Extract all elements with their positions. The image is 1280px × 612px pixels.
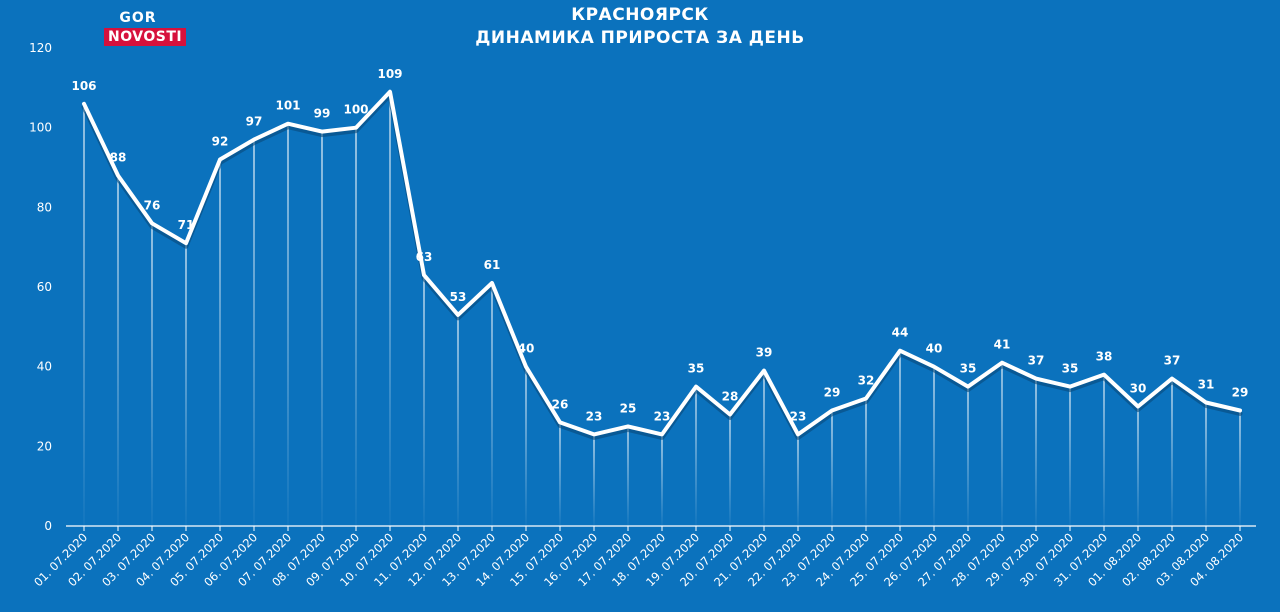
drop-line	[1137, 406, 1139, 526]
data-label: 30	[1130, 382, 1147, 396]
chart-title-line2: ДИНАМИКА ПРИРОСТА ЗА ДЕНЬ	[475, 28, 805, 48]
drop-line	[423, 275, 425, 526]
data-label: 23	[586, 409, 603, 423]
drop-line	[355, 127, 357, 527]
data-label: 100	[343, 103, 368, 117]
series-line-shadow	[81, 92, 1243, 440]
data-label: 44	[892, 326, 909, 340]
drop-line	[1103, 374, 1105, 526]
drop-line	[219, 159, 221, 527]
y-tick-label: 20	[37, 439, 52, 453]
drop-line	[83, 103, 85, 527]
data-label: 97	[246, 115, 263, 129]
y-tick-label: 120	[29, 41, 52, 55]
drop-line	[287, 123, 289, 526]
drop-line	[593, 434, 595, 526]
data-label: 106	[71, 79, 96, 93]
drop-line	[525, 366, 527, 526]
drop-line	[933, 366, 935, 526]
drop-line	[661, 434, 663, 526]
drop-line	[321, 131, 323, 526]
data-label: 40	[518, 342, 535, 356]
y-tick-label: 100	[29, 121, 52, 135]
data-label: 92	[212, 135, 229, 149]
data-label: 99	[314, 107, 331, 121]
drop-line	[831, 410, 833, 526]
drop-line	[457, 314, 459, 526]
data-label: 37	[1028, 354, 1045, 368]
logo-top-text: GOR	[119, 10, 157, 26]
drop-line	[1069, 386, 1071, 526]
data-label: 63	[416, 250, 433, 264]
data-label: 71	[178, 218, 195, 232]
y-axis: 0 20 40 60 80 100 120	[29, 41, 52, 533]
series-line-path	[82, 89, 1242, 437]
drop-line	[151, 223, 153, 526]
data-label: 76	[144, 198, 161, 212]
y-tick-label: 60	[37, 280, 52, 294]
drop-line	[729, 414, 731, 526]
data-labels: 106 88 76 71 92 97 101 99 100 109 63 53 61 40 26 23 25 23…	[71, 67, 1248, 424]
y-tick-label: 0	[44, 519, 52, 533]
drop-line	[627, 426, 629, 526]
drop-line	[865, 398, 867, 526]
data-label: 40	[926, 342, 943, 356]
data-label: 61	[484, 258, 501, 272]
data-label: 26	[552, 397, 569, 411]
drop-line	[1205, 402, 1207, 526]
data-label: 109	[377, 67, 402, 81]
drop-line	[117, 175, 119, 526]
data-label: 23	[790, 409, 807, 423]
data-label: 35	[1062, 362, 1079, 376]
data-label: 31	[1198, 378, 1215, 392]
data-label: 38	[1096, 350, 1113, 364]
drop-lines	[83, 91, 1241, 527]
chart-title-line1: КРАСНОЯРСК	[571, 5, 709, 25]
data-label: 101	[275, 99, 300, 113]
data-label: 35	[960, 362, 977, 376]
series-line	[81, 89, 1243, 440]
drop-line	[491, 283, 493, 526]
data-label: 29	[824, 385, 841, 399]
y-tick-label: 80	[37, 200, 52, 214]
drop-line	[899, 350, 901, 526]
drop-line	[695, 386, 697, 526]
drop-line	[1171, 378, 1173, 526]
data-label: 53	[450, 290, 467, 304]
drop-line	[185, 243, 187, 526]
data-label: 37	[1164, 354, 1181, 368]
drop-line	[389, 91, 391, 527]
drop-line	[1239, 410, 1241, 526]
data-label: 39	[756, 346, 773, 360]
y-tick-label: 40	[37, 360, 52, 374]
drop-line	[797, 434, 799, 526]
drop-line	[1035, 378, 1037, 526]
data-label: 35	[688, 362, 705, 376]
logo: GOR NOVOSTI	[104, 10, 192, 46]
data-label: 29	[1232, 385, 1249, 399]
data-label: 88	[110, 150, 127, 164]
data-label: 28	[722, 389, 739, 403]
drop-line	[763, 370, 765, 526]
data-label: 32	[858, 374, 875, 388]
data-label: 23	[654, 409, 671, 423]
drop-line	[967, 386, 969, 526]
drop-line	[1001, 362, 1003, 526]
data-label: 41	[994, 338, 1011, 352]
drop-line	[559, 422, 561, 526]
logo-bottom-text: NOVOSTI	[104, 28, 187, 46]
drop-line	[253, 139, 255, 526]
chart-title: КРАСНОЯРСК ДИНАМИКА ПРИРОСТА ЗА ДЕНЬ	[0, 4, 1280, 50]
data-label: 25	[620, 401, 637, 415]
